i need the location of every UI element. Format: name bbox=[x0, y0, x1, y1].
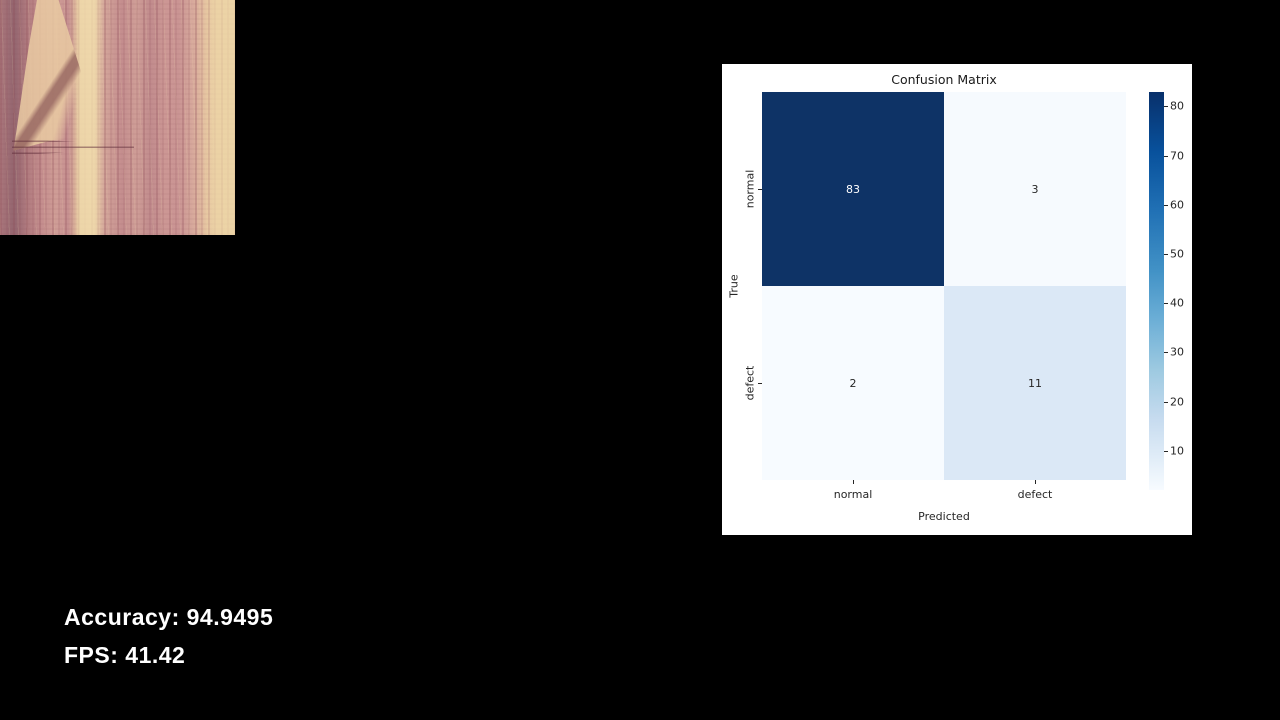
heatmap: 83 3 2 11 bbox=[762, 92, 1126, 480]
y-axis-label: True bbox=[727, 274, 741, 298]
fabric-image-tp bbox=[0, 0, 235, 235]
colorbar-tick bbox=[1164, 402, 1168, 403]
cell-value: 83 bbox=[846, 182, 860, 196]
cell-value: 3 bbox=[1031, 182, 1039, 196]
colorbar-tick bbox=[1164, 106, 1168, 107]
x-axis-tick bbox=[1035, 480, 1036, 484]
colorbar-tick-label: 80 bbox=[1170, 99, 1184, 113]
colorbar-tick bbox=[1164, 451, 1168, 452]
colorbar-tick-label: 40 bbox=[1170, 296, 1184, 310]
y-axis-tick bbox=[758, 189, 762, 190]
heatmap-cell-r0c1: 3 bbox=[944, 92, 1126, 286]
sample-tile-tp: TP bbox=[0, 0, 235, 235]
heatmap-cell-r1c1: 11 bbox=[944, 286, 1126, 480]
x-tick-label-defect: defect bbox=[1017, 488, 1053, 501]
x-axis-tick bbox=[853, 480, 854, 484]
y-tick-label-normal: normal bbox=[743, 169, 757, 209]
heatmap-cell-r1c0: 2 bbox=[762, 286, 944, 480]
colorbar-tick bbox=[1164, 352, 1168, 353]
y-axis-tick bbox=[758, 383, 762, 384]
fps-text: FPS: 41.42 bbox=[64, 642, 186, 668]
colorbar-tick-label: 50 bbox=[1170, 247, 1184, 261]
confusion-matrix-figure: Confusion Matrix 83 3 2 11 normal defect… bbox=[722, 64, 1192, 535]
colorbar-tick bbox=[1164, 254, 1168, 255]
colorbar-tick-label: 20 bbox=[1170, 395, 1184, 409]
colorbar-tick-label: 10 bbox=[1170, 444, 1184, 458]
colorbar-tick-label: 30 bbox=[1170, 345, 1184, 359]
colorbar-gradient bbox=[1149, 92, 1164, 490]
cell-value: 2 bbox=[849, 376, 857, 390]
x-axis-label: Predicted bbox=[918, 510, 970, 523]
chart-title: Confusion Matrix bbox=[891, 72, 997, 87]
colorbar-tick-label: 70 bbox=[1170, 149, 1184, 163]
accuracy-text: Accuracy: 94.9495 bbox=[64, 604, 274, 630]
colorbar-tick bbox=[1164, 303, 1168, 304]
colorbar-tick bbox=[1164, 205, 1168, 206]
heatmap-cell-r0c0: 83 bbox=[762, 92, 944, 286]
y-tick-label-defect: defect bbox=[743, 365, 757, 401]
colorbar-tick-label: 60 bbox=[1170, 198, 1184, 212]
colorbar-tick bbox=[1164, 156, 1168, 157]
cell-value: 11 bbox=[1028, 376, 1042, 390]
x-tick-label-normal: normal bbox=[833, 488, 873, 501]
